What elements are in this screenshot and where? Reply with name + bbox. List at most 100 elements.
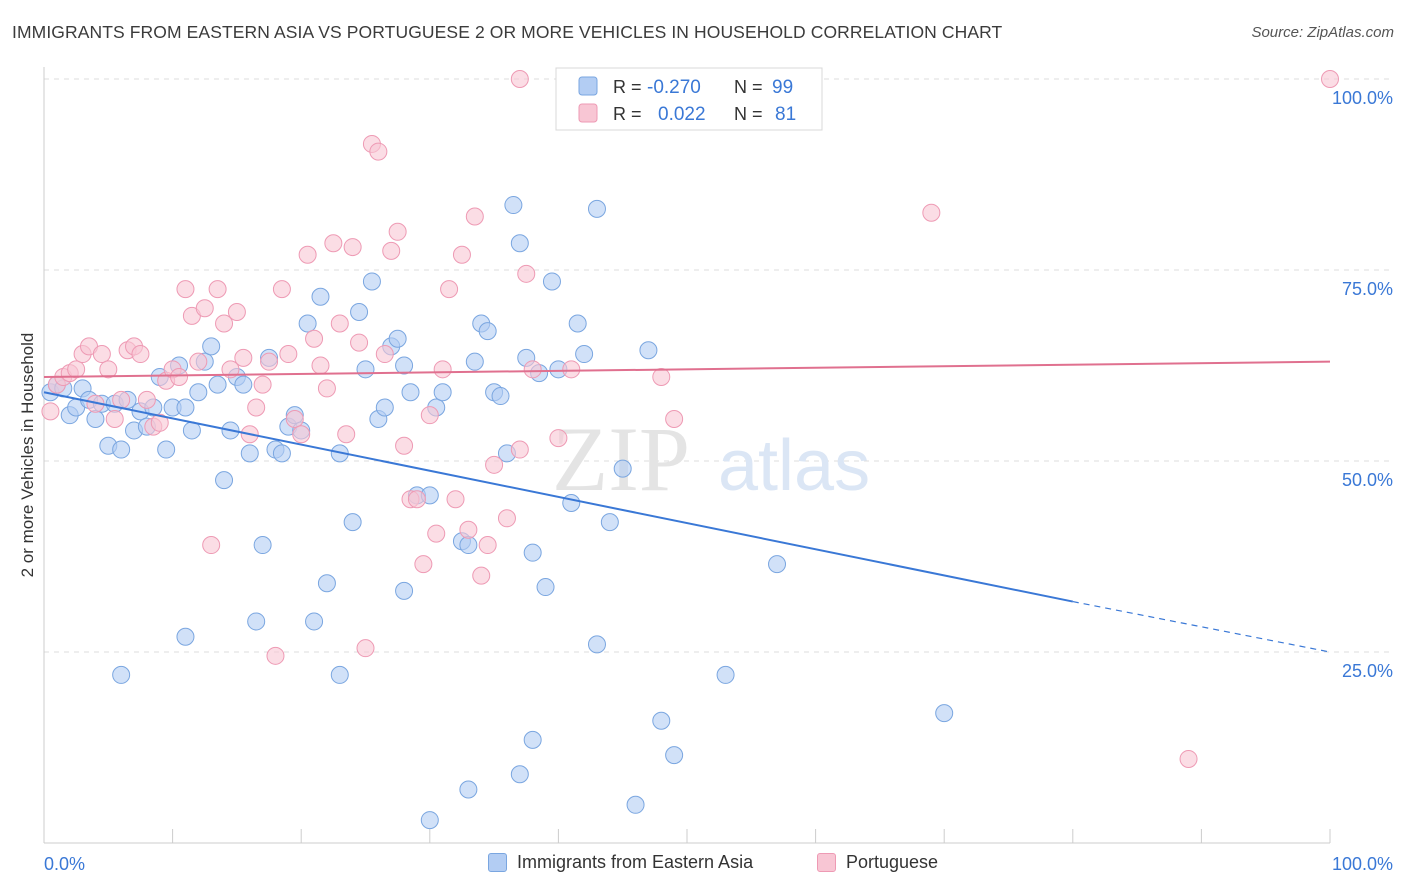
point-portuguese — [465, 207, 484, 226]
point-portuguese — [517, 264, 536, 283]
point-portuguese — [272, 280, 291, 299]
legend-r-value: 0.022 — [658, 104, 706, 125]
point-eastern-asia — [613, 459, 632, 478]
watermark: ZIP atlas — [552, 408, 870, 510]
point-portuguese — [1321, 70, 1339, 88]
legend-n-label: N = — [734, 104, 763, 124]
y-tick-label: 25.0% — [1342, 661, 1393, 681]
point-eastern-asia — [112, 665, 131, 684]
point-eastern-asia — [716, 665, 735, 684]
point-portuguese — [478, 536, 497, 555]
legend-swatch-blue — [578, 76, 598, 96]
point-portuguese — [266, 646, 285, 665]
point-eastern-asia — [465, 352, 484, 371]
source-label: Source: ZipAtlas.com — [1251, 24, 1394, 41]
point-portuguese — [420, 406, 439, 425]
point-portuguese — [170, 367, 189, 386]
point-eastern-asia — [542, 272, 561, 291]
point-eastern-asia — [202, 337, 221, 356]
point-portuguese — [227, 303, 246, 322]
point-eastern-asia — [536, 578, 555, 597]
point-eastern-asia — [652, 711, 671, 730]
x-tick-label: 0.0% — [44, 854, 85, 874]
point-portuguese — [150, 413, 169, 432]
point-eastern-asia — [420, 811, 439, 830]
point-eastern-asia — [112, 440, 131, 459]
trend-line-portuguese — [43, 360, 1331, 378]
point-portuguese — [330, 314, 349, 333]
point-portuguese — [427, 524, 446, 543]
point-portuguese — [298, 245, 317, 264]
point-eastern-asia — [176, 398, 195, 417]
point-eastern-asia — [157, 440, 176, 459]
point-portuguese — [388, 222, 407, 241]
point-eastern-asia — [587, 635, 606, 654]
point-portuguese — [176, 280, 195, 299]
tick-labels: 25.0% 50.0% 75.0% 100.0% 0.0% 100.0% — [44, 88, 1393, 874]
point-portuguese — [305, 329, 324, 348]
legend-r-value: -0.270 — [647, 77, 701, 98]
point-portuguese — [510, 70, 529, 88]
point-eastern-asia — [330, 665, 349, 684]
legend-item-eastern-asia: Immigrants from Eastern Asia — [488, 852, 753, 873]
point-eastern-asia — [176, 627, 195, 646]
point-portuguese — [922, 203, 941, 222]
point-portuguese — [279, 345, 298, 364]
legend-bottom: Immigrants from Eastern Asia Portuguese — [0, 852, 1406, 880]
point-eastern-asia — [395, 356, 414, 375]
point-eastern-asia — [189, 383, 208, 402]
trend-line-extension — [1072, 600, 1331, 653]
point-portuguese — [549, 429, 568, 448]
point-eastern-asia — [478, 322, 497, 341]
legend-swatch-pink — [578, 103, 598, 123]
point-portuguese — [440, 280, 459, 299]
data-points — [41, 70, 1339, 830]
legend-label: Immigrants from Eastern Asia — [517, 852, 754, 872]
point-eastern-asia — [665, 746, 684, 765]
point-eastern-asia — [575, 345, 594, 364]
legend-top: R = -0.270 N = 99 R = 0.022 N = 81 — [555, 67, 823, 131]
point-eastern-asia — [356, 360, 375, 379]
point-eastern-asia — [401, 383, 420, 402]
point-eastern-asia — [298, 314, 317, 333]
point-eastern-asia — [395, 581, 414, 600]
point-portuguese — [105, 409, 124, 428]
point-eastern-asia — [587, 199, 606, 218]
point-eastern-asia — [86, 409, 105, 428]
legend-r-label: R = — [613, 77, 642, 97]
point-eastern-asia — [562, 494, 581, 513]
point-portuguese — [234, 348, 253, 367]
point-portuguese — [202, 536, 221, 555]
point-portuguese — [485, 455, 504, 474]
point-eastern-asia — [504, 196, 523, 215]
point-portuguese — [292, 425, 311, 444]
point-portuguese — [337, 425, 356, 444]
point-eastern-asia — [343, 513, 362, 532]
point-portuguese — [311, 356, 330, 375]
trend-line-eastern-asia — [43, 391, 1073, 603]
legend-n-value: 81 — [775, 104, 796, 125]
point-portuguese — [407, 490, 426, 509]
point-eastern-asia — [459, 780, 478, 799]
point-portuguese — [497, 509, 516, 528]
legend-n-value: 99 — [772, 77, 793, 98]
trend-lines — [43, 360, 1331, 653]
point-eastern-asia — [388, 329, 407, 348]
point-portuguese — [189, 352, 208, 371]
point-eastern-asia — [305, 612, 324, 631]
y-tick-label: 75.0% — [1342, 279, 1393, 299]
point-portuguese — [414, 555, 433, 574]
point-portuguese — [350, 333, 369, 352]
point-eastern-asia — [375, 398, 394, 417]
watermark-atlas: atlas — [718, 426, 870, 506]
point-portuguese — [41, 402, 60, 421]
point-portuguese — [523, 360, 542, 379]
point-eastern-asia — [459, 536, 478, 555]
point-portuguese — [472, 566, 491, 585]
point-portuguese — [137, 390, 156, 409]
point-portuguese — [562, 360, 581, 379]
point-eastern-asia — [272, 444, 291, 463]
watermark-zip: ZIP — [552, 408, 690, 510]
point-portuguese — [452, 245, 471, 264]
